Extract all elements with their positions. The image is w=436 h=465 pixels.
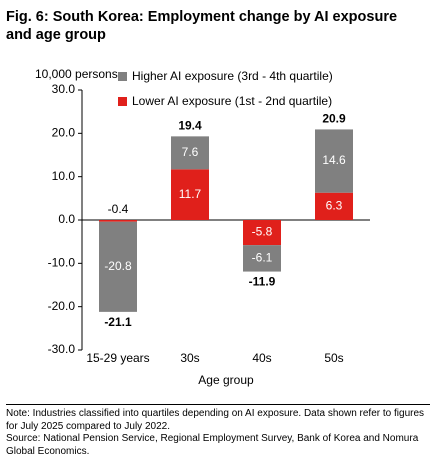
legend-label: Lower AI exposure (1st - 2nd quartile) [132,94,332,108]
value-label: 14.6 [322,153,346,167]
x-axis-label: Age group [198,373,254,387]
y-tick-label: 20.0 [52,126,76,140]
source: Source: National Pension Service, Region… [6,433,419,457]
total-label: 20.9 [322,112,346,126]
value-label: -0.4 [108,202,129,216]
bar-segment [243,220,281,246]
value-label: 7.6 [182,145,199,159]
value-label: -5.8 [252,225,273,239]
chart-title: Fig. 6: South Korea: Employment change b… [6,9,398,43]
value-label: -6.1 [252,251,273,265]
bar-segment [315,129,353,193]
bar-segment [99,221,137,312]
legend-swatch [118,97,127,106]
total-label: -11.9 [249,275,276,289]
value-label: -20.8 [104,259,132,273]
note: Note: Industries classified into quartil… [6,408,425,432]
bar-segment [99,220,137,222]
x-tick-label: 40s [252,351,271,365]
y-tick-label: 10.0 [52,169,76,183]
y-tick-label: 30.0 [52,82,76,96]
value-label: 6.3 [326,199,343,213]
separator [6,404,430,405]
bar-segment [243,245,281,272]
x-tick-label: 15-29 years [86,351,149,365]
total-label: 19.4 [178,119,202,133]
bar-segment [171,136,209,170]
y-axis-label: 10,000 persons [35,67,118,81]
legend-label: Higher AI exposure (3rd - 4th quartile) [132,69,333,83]
legend-swatch [118,72,127,81]
y-tick-label: -10.0 [48,256,76,270]
x-tick-label: 30s [180,351,199,365]
total-label: -21.1 [104,315,132,329]
notes: Note: Industries classified into quartil… [6,408,432,458]
y-tick-label: -30.0 [48,342,76,356]
y-tick-label: 0.0 [58,212,75,226]
value-label: 11.7 [179,187,202,201]
bar-segment [315,192,353,220]
chart: 10,000 persons Age group -30.0 -20.0 -10.0… [35,67,370,387]
bar-segment [171,169,209,220]
y-tick-label: -20.0 [48,299,76,313]
x-tick-label: 50s [324,351,343,365]
